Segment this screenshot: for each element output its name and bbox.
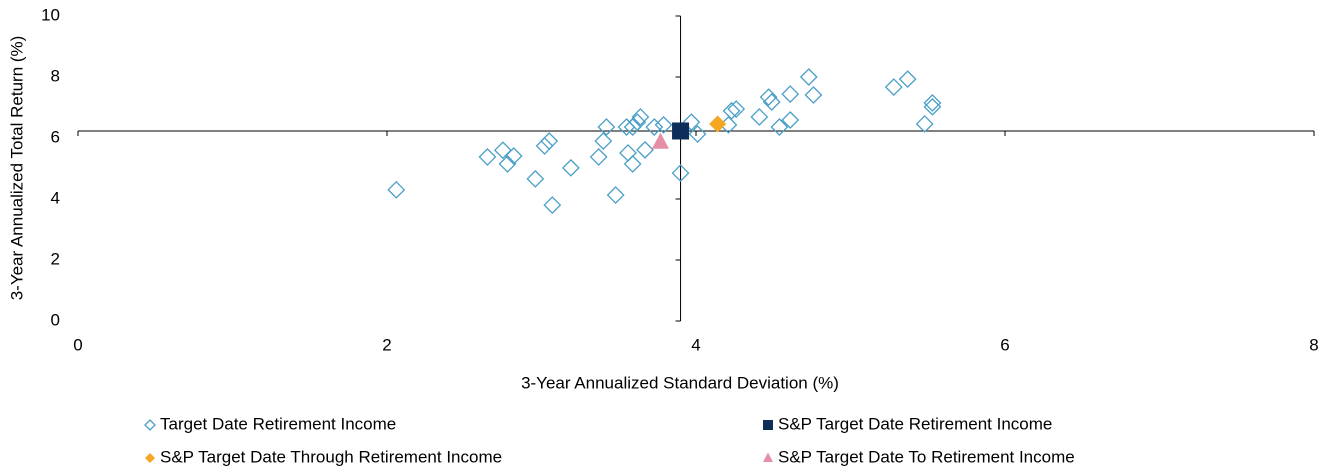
x-tick-label: 6 xyxy=(1000,335,1009,354)
marker-diamond xyxy=(498,155,517,173)
marker-diamond xyxy=(636,140,654,159)
marker-diamond xyxy=(526,169,545,188)
marker-diamond xyxy=(750,108,769,126)
marker-diamond xyxy=(727,100,746,118)
y-tick-label: 8 xyxy=(51,66,60,85)
marker-diamond xyxy=(589,147,608,166)
marker-diamond xyxy=(145,453,155,463)
legend-label: S&P Target Date Retirement Income xyxy=(778,414,1052,433)
marker-diamond xyxy=(631,108,650,126)
marker-diamond xyxy=(623,118,642,136)
marker-diamond xyxy=(923,94,942,112)
marker-diamond xyxy=(923,97,942,116)
legend-label: Target Date Retirement Income xyxy=(160,414,396,433)
y-tick-label: 6 xyxy=(51,127,60,146)
marker-diamond xyxy=(478,147,497,166)
marker-diamond xyxy=(682,113,701,132)
marker-diamond xyxy=(594,132,613,150)
marker-diamond xyxy=(654,115,673,134)
x-tick-label: 8 xyxy=(1309,335,1318,354)
y-tick-label: 4 xyxy=(51,188,60,207)
y-tick-label: 0 xyxy=(51,310,60,329)
marker-diamond xyxy=(623,155,642,173)
marker-diamond xyxy=(504,147,523,165)
marker-diamond xyxy=(804,86,823,104)
x-tick-label: 2 xyxy=(382,335,391,354)
marker-diamond xyxy=(781,85,800,103)
marker-diamond xyxy=(722,101,741,120)
marker-diamond xyxy=(387,180,406,199)
marker-triangle xyxy=(651,132,669,149)
marker-diamond xyxy=(671,164,690,182)
marker-square xyxy=(763,420,773,430)
marker-diamond xyxy=(619,144,637,162)
marker-diamond xyxy=(606,186,625,204)
x-tick-label: 4 xyxy=(691,335,700,354)
marker-diamond xyxy=(759,88,778,107)
marker-diamond xyxy=(561,158,580,177)
x-tick-label: 0 xyxy=(73,335,82,354)
marker-diamond xyxy=(645,118,664,136)
marker-diamond xyxy=(781,111,800,129)
marker-diamond xyxy=(535,137,554,155)
marker-diamond xyxy=(799,68,818,86)
marker-diamond xyxy=(770,118,789,136)
marker-triangle xyxy=(763,452,773,462)
y-tick-label: 2 xyxy=(51,249,60,268)
marker-diamond xyxy=(884,78,903,96)
marker-diamond xyxy=(762,93,781,111)
y-axis-label: 3-Year Annualized Total Return (%) xyxy=(7,36,26,301)
marker-diamond xyxy=(628,113,647,132)
marker-diamond xyxy=(144,419,156,431)
y-tick-label: 10 xyxy=(41,5,60,24)
marker-diamond xyxy=(493,141,512,160)
legend-label: S&P Target Date To Retirement Income xyxy=(778,447,1075,466)
marker-diamond xyxy=(915,115,934,133)
marker-square xyxy=(672,122,690,140)
x-axis-label: 3-Year Annualized Standard Deviation (%) xyxy=(521,373,839,392)
marker-diamond xyxy=(898,70,917,89)
marker-diamond xyxy=(688,125,707,143)
marker-diamond xyxy=(709,115,727,133)
marker-diamond xyxy=(597,118,616,136)
marker-diamond xyxy=(617,118,636,136)
legend-label: S&P Target Date Through Retirement Incom… xyxy=(160,447,502,466)
marker-diamond xyxy=(540,132,559,150)
marker-diamond xyxy=(543,196,562,215)
